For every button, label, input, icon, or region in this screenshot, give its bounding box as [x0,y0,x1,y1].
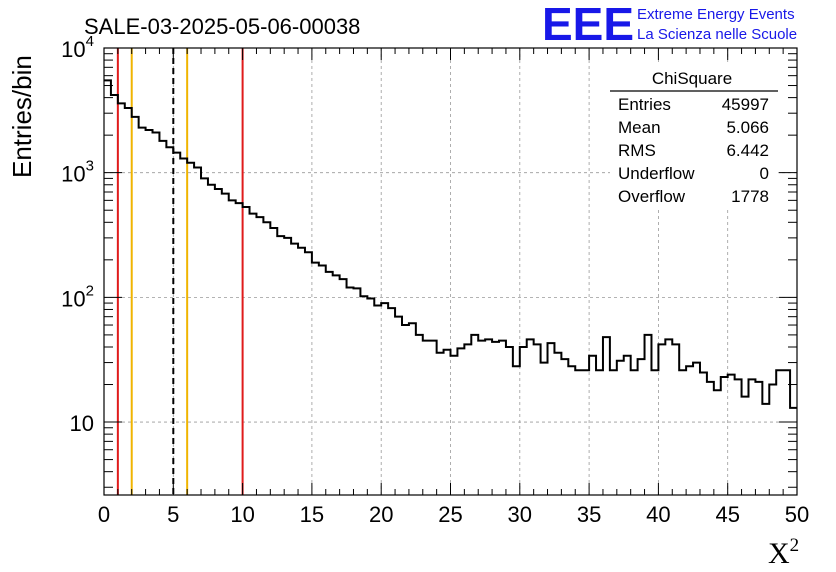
x-tick-label: 10 [230,502,254,527]
stats-underflow-value: 0 [760,164,769,183]
chart-title: SALE-03-2025-05-06-00038 [84,14,360,39]
y-tick-label: 104 [61,33,94,62]
eee-logo: EEE Extreme Energy Events La Scienza nel… [542,0,797,50]
y-tick-label: 10 [70,411,94,436]
histogram [104,79,797,409]
stats-box-background [610,62,778,208]
stats-mean-value: 5.066 [726,118,769,137]
x-tick-labels: 0 5 10 15 20 25 30 35 40 45 50 [98,502,809,527]
y-tick-label: 103 [61,158,94,187]
eee-logo-line1: Extreme Energy Events [637,6,795,23]
stats-underflow-label: Underflow [618,164,695,183]
x-tick-label: 50 [785,502,809,527]
x-tick-label: 30 [508,502,532,527]
x-tick-label: 5 [167,502,179,527]
y-tick-label-base: 10 [61,286,85,311]
x-tick-label: 45 [715,502,739,527]
stats-rms-label: RMS [618,141,656,160]
x-tick-label: 40 [646,502,670,527]
x-axis-label-base: X [768,537,790,570]
y-tick-label-exponent: 2 [86,282,94,299]
y-tick-label-exponent: 4 [86,33,94,50]
x-tick-label: 0 [98,502,110,527]
threshold-lines [116,48,244,495]
x-tick-label: 15 [300,502,324,527]
stats-overflow-value: 1778 [731,187,769,206]
y-axis-label: Entries/bin [7,55,37,178]
axis-ticks [103,47,798,495]
x-tick-label: 20 [369,502,393,527]
stats-entries-label: Entries [618,95,671,114]
stats-overflow-label: Overflow [618,187,686,206]
x-tick-label: 35 [577,502,601,527]
histogram-outline [104,79,797,409]
y-tick-label: 102 [61,282,94,311]
stats-rms-value: 6.442 [726,141,769,160]
stats-entries-value: 45997 [722,95,769,114]
x-axis-label: X2 [768,535,799,570]
eee-logo-mark: EEE [542,0,634,50]
y-tick-label-base: 10 [61,162,85,187]
stats-box: ChiSquare Entries 45997 Mean 5.066 RMS 6… [610,62,778,208]
y-tick-label-exponent: 3 [86,158,94,175]
eee-logo-line2: La Scienza nelle Scuole [637,26,797,43]
stats-box-title: ChiSquare [652,69,732,88]
x-tick-label: 25 [438,502,462,527]
x-axis-label-superscript: 2 [790,535,800,556]
y-tick-label-base: 10 [61,37,85,62]
y-tick-label-base: 10 [70,411,94,436]
stats-mean-label: Mean [618,118,661,137]
